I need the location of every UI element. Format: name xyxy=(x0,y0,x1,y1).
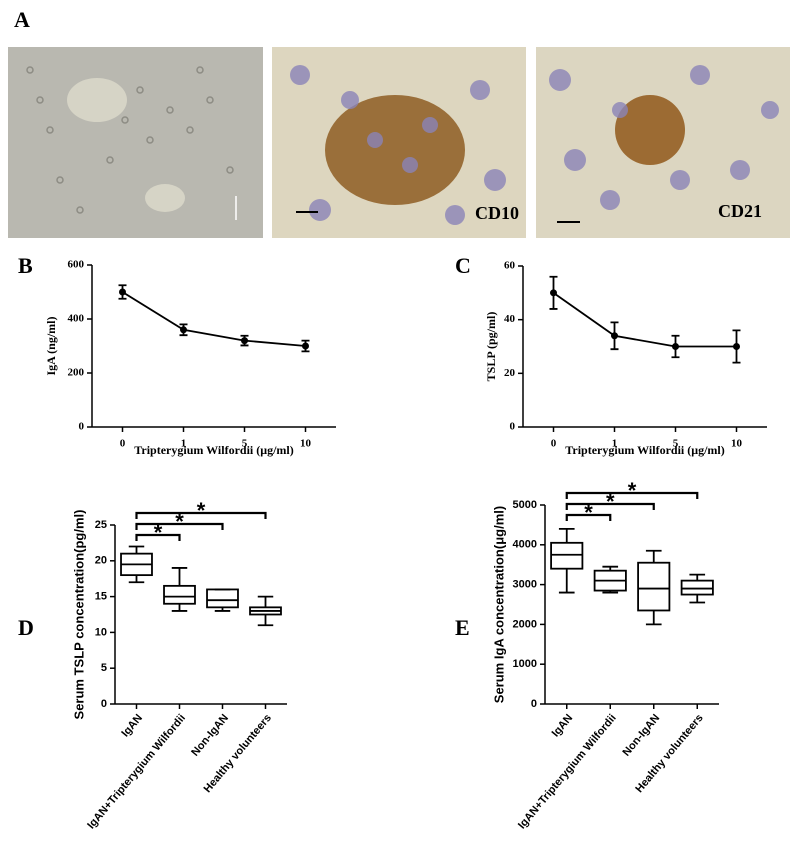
box xyxy=(680,579,714,596)
whisker xyxy=(689,573,706,604)
micrograph xyxy=(536,47,790,238)
box xyxy=(637,561,671,612)
image-caption: CD21 xyxy=(718,201,762,221)
point xyxy=(550,289,557,297)
y-tick-label: 60 xyxy=(504,260,516,272)
significance-bracket xyxy=(565,502,655,510)
x-tick-label: 5 xyxy=(242,438,248,450)
y-tick-label: 15 xyxy=(95,591,107,603)
box xyxy=(550,541,584,570)
y-tick-label: 2000 xyxy=(513,618,537,630)
whisker xyxy=(128,545,145,584)
panel-label: A xyxy=(14,7,30,32)
y-tick-label: 0 xyxy=(531,698,537,710)
y-tick-label: 1000 xyxy=(513,658,537,670)
significance-bracket xyxy=(135,522,224,530)
whisker xyxy=(171,567,188,612)
significance-bracket xyxy=(135,533,181,541)
significance-bracket xyxy=(135,511,267,519)
y-tick-label: 0 xyxy=(101,698,107,710)
y-axis-label: IgA (ng/ml) xyxy=(44,316,58,375)
significance-mark: * xyxy=(606,489,615,514)
y-tick-label: 600 xyxy=(68,259,85,271)
significance-mark: * xyxy=(154,520,163,545)
y-tick-label: 0 xyxy=(510,421,516,433)
whisker xyxy=(558,527,575,594)
significance-bracket xyxy=(565,513,612,521)
x-tick-label: Non-IgAN xyxy=(189,712,231,759)
point xyxy=(733,343,740,350)
box xyxy=(206,588,239,609)
x-axis-label: Tripterygium Wilfordii (μg/ml) xyxy=(134,443,293,457)
x-tick-label: 10 xyxy=(300,438,312,450)
y-tick-label: 20 xyxy=(504,367,516,379)
y-axis-label: TSLP (pg/ml) xyxy=(484,312,498,382)
point xyxy=(672,343,679,350)
line xyxy=(122,291,306,347)
y-tick-label: 5 xyxy=(101,662,107,674)
y-tick-label: 400 xyxy=(68,313,85,325)
x-tick-label: 1 xyxy=(181,438,187,450)
y-tick-label: 5000 xyxy=(513,499,537,511)
significance-mark: * xyxy=(175,509,184,534)
micrograph xyxy=(272,47,526,238)
whisker xyxy=(645,549,662,626)
y-tick-label: 25 xyxy=(95,519,107,531)
y-tick-label: 10 xyxy=(95,626,107,638)
y-tick-label: 40 xyxy=(504,313,516,325)
y-tick-label: 0 xyxy=(79,421,85,433)
panel-label: C xyxy=(455,253,471,278)
x-tick-label: IgAN xyxy=(550,712,576,739)
y-tick-label: 200 xyxy=(68,367,85,379)
panel-label: B xyxy=(18,253,33,278)
significance-mark: * xyxy=(197,498,206,523)
y-tick-label: 3000 xyxy=(513,579,537,591)
x-axis-label: Tripterygium Wilfordii (μg/ml) xyxy=(565,443,724,457)
whisker xyxy=(602,565,619,594)
point xyxy=(241,337,248,345)
line xyxy=(552,292,737,348)
significance-bracket xyxy=(565,491,699,499)
x-tick-label: IgAN+Tripterygium Wilfordii xyxy=(516,712,619,831)
point xyxy=(302,342,309,350)
point xyxy=(611,332,618,340)
significance-mark: * xyxy=(584,500,593,525)
box xyxy=(163,584,196,605)
x-tick-label: 5 xyxy=(673,438,679,450)
significance-mark: * xyxy=(628,478,637,503)
point xyxy=(180,326,187,334)
y-axis-label: Serum IgA concentration(μg/ml) xyxy=(491,506,506,703)
whisker xyxy=(257,595,274,627)
x-tick-label: Non-IgAN xyxy=(620,712,662,759)
point xyxy=(119,288,126,296)
micrograph xyxy=(8,47,263,238)
x-tick-label: 10 xyxy=(731,438,743,450)
y-tick-label: 20 xyxy=(95,555,107,567)
x-tick-label: IgAN+Tripterygium Wilfordii xyxy=(85,712,188,831)
image-caption: CD10 xyxy=(475,203,519,223)
panel-label: E xyxy=(455,615,470,640)
x-tick-label: 1 xyxy=(612,438,618,450)
x-tick-label: 0 xyxy=(120,438,126,450)
panel-label: D xyxy=(18,615,34,640)
x-tick-label: IgAN xyxy=(119,712,145,739)
y-tick-label: 4000 xyxy=(513,539,537,551)
x-tick-label: 0 xyxy=(551,438,557,450)
y-axis-label: Serum TSLP concentration(pg/ml) xyxy=(71,510,86,720)
